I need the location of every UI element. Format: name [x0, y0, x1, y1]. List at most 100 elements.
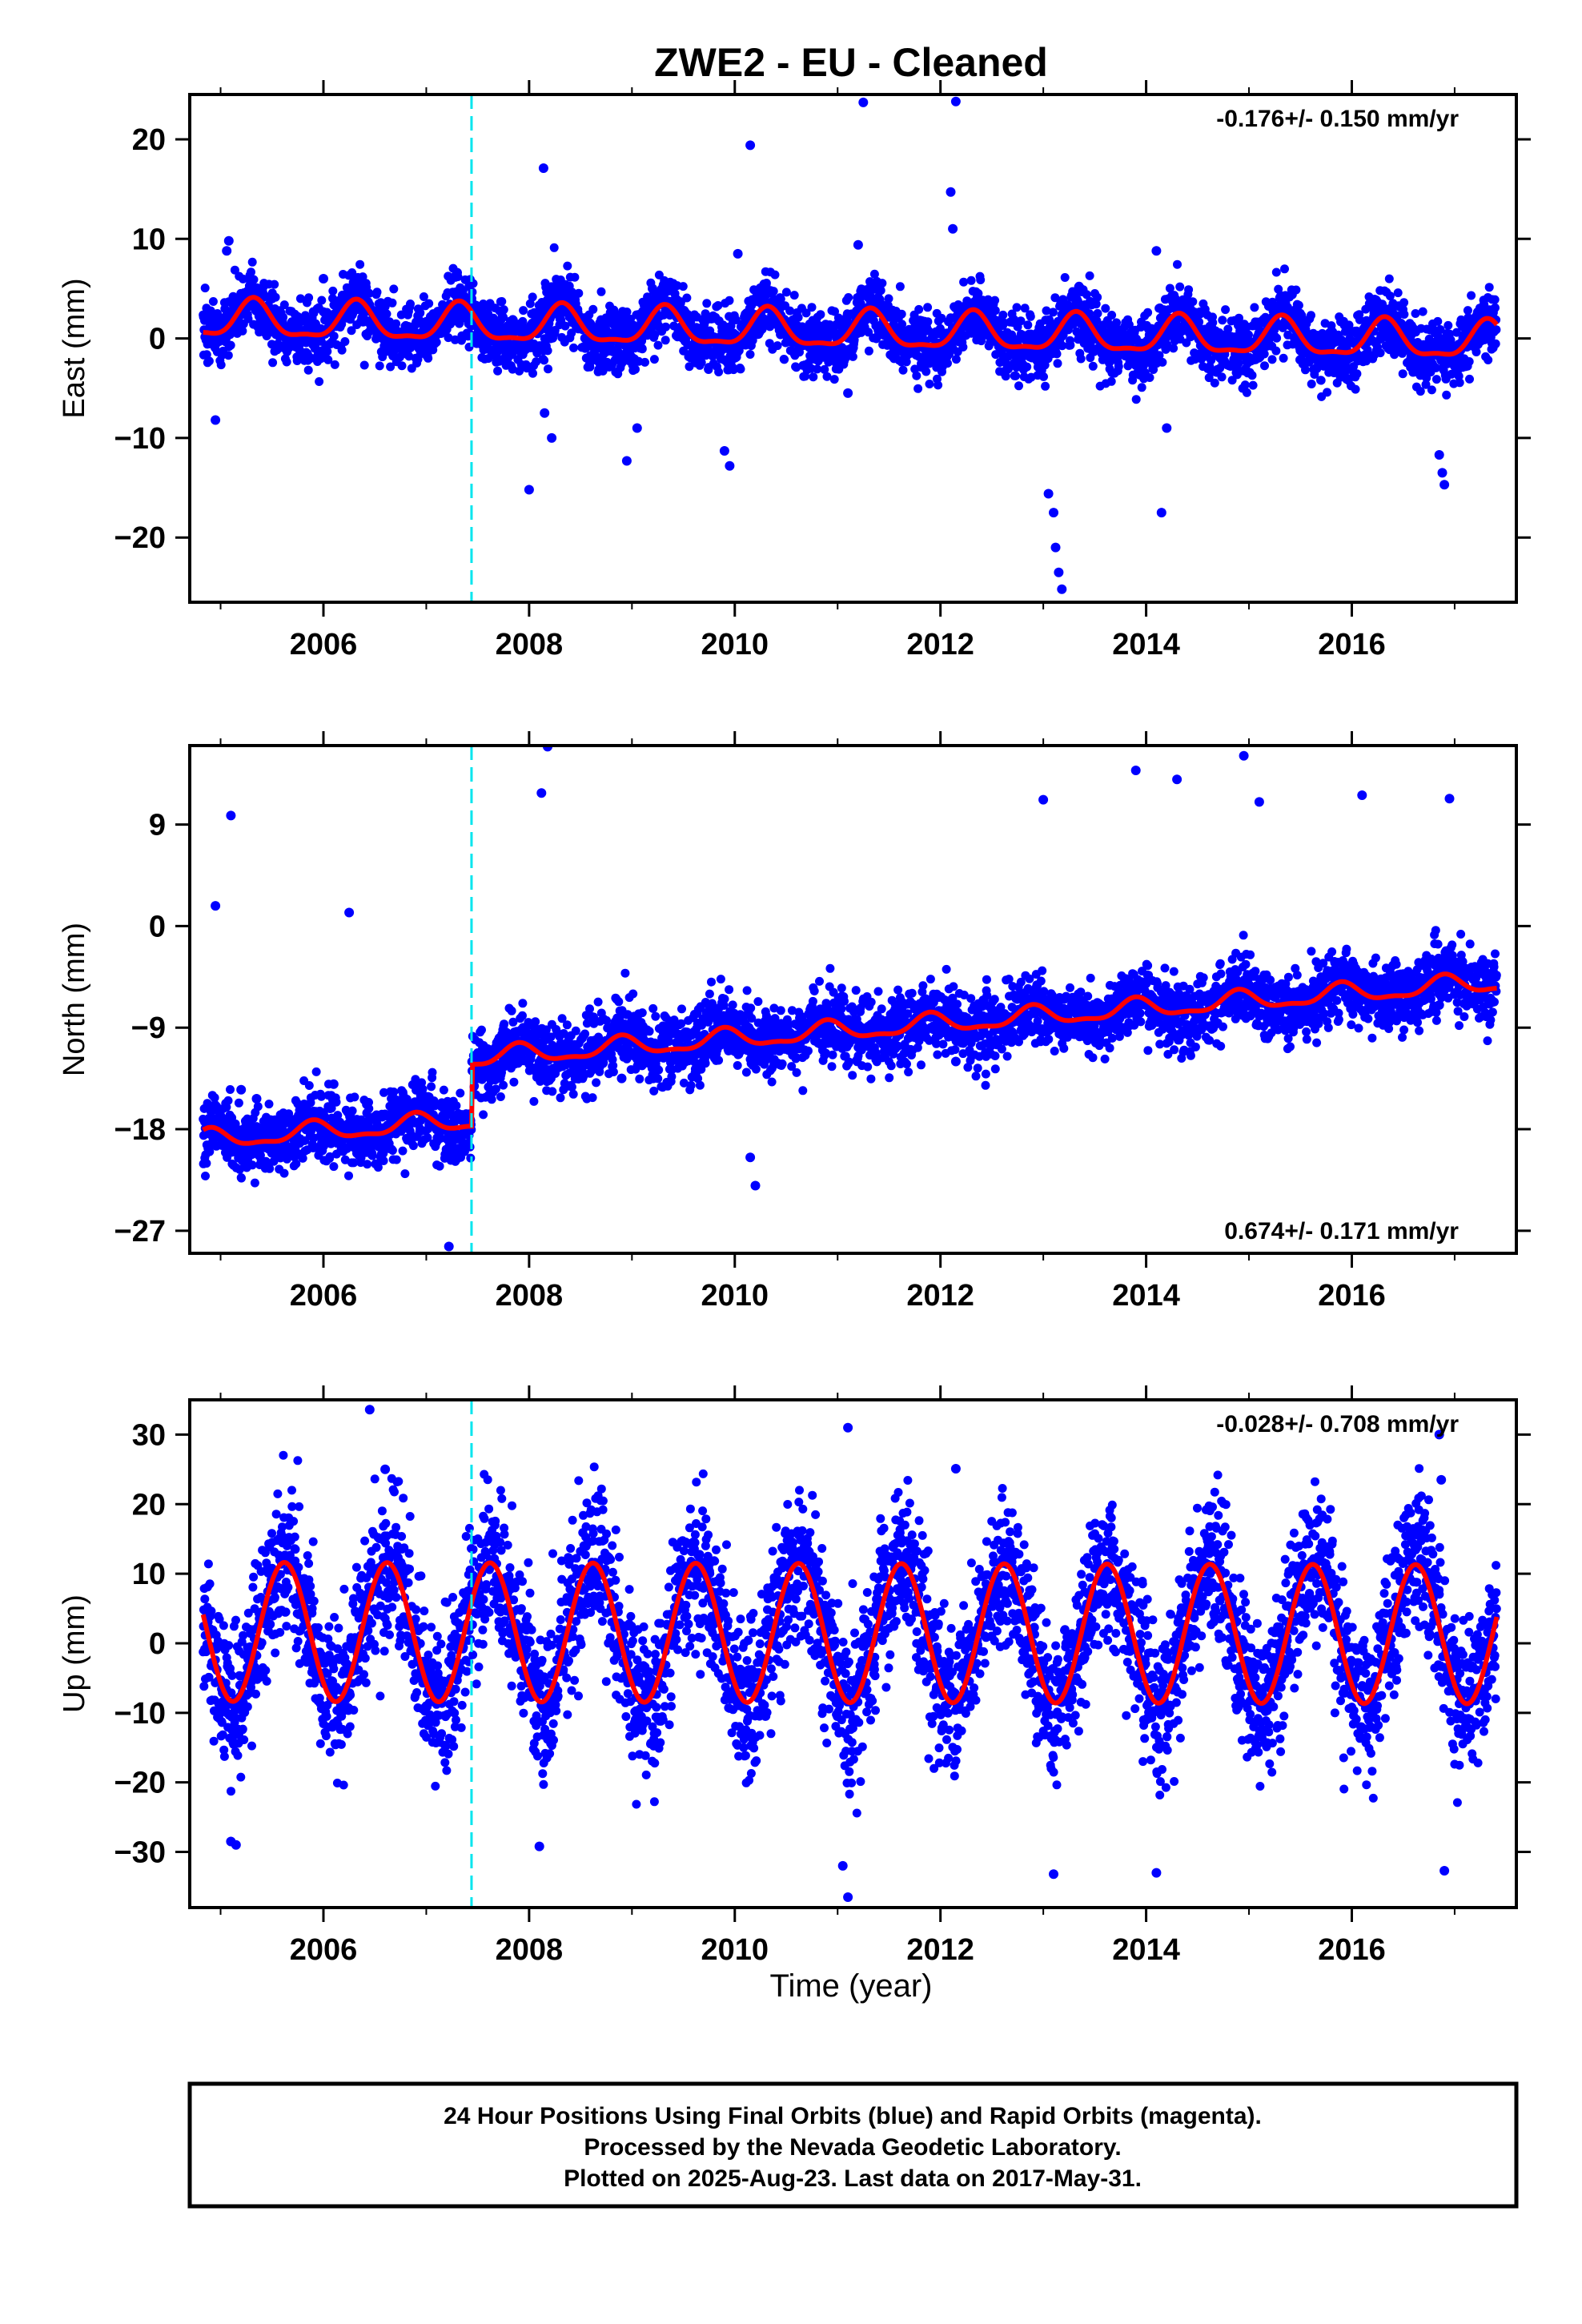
data-point	[761, 279, 771, 287]
data-point	[497, 297, 507, 306]
data-point	[1093, 292, 1102, 302]
data-point	[387, 298, 397, 308]
data-point	[1088, 361, 1098, 371]
outlier-point	[540, 408, 550, 418]
data-point	[522, 364, 532, 373]
data-point	[923, 317, 933, 327]
data-point	[864, 328, 873, 337]
data-point	[1169, 344, 1178, 353]
data-point	[1375, 348, 1385, 358]
data-point	[364, 1104, 374, 1113]
data-point	[977, 336, 986, 346]
data-point	[1454, 372, 1464, 381]
data-point	[560, 321, 570, 331]
data-point	[785, 306, 795, 316]
y-tick-label: 20	[132, 123, 166, 157]
data-point	[1435, 325, 1445, 334]
data-point	[1235, 313, 1243, 323]
data-point	[807, 303, 817, 312]
outlier-point	[538, 163, 548, 173]
data-point	[1418, 307, 1427, 316]
data-point	[1316, 376, 1326, 385]
data-point	[856, 299, 865, 308]
data-point	[661, 336, 670, 345]
data-point	[1053, 359, 1062, 368]
data-point	[921, 367, 931, 376]
data-point	[1093, 308, 1102, 318]
data-point	[1431, 363, 1441, 372]
data-point	[379, 1156, 388, 1165]
data-point	[959, 277, 969, 287]
outlier-point	[719, 446, 729, 456]
outlier-point	[524, 485, 534, 495]
data-point	[1242, 388, 1251, 397]
data-point	[247, 267, 255, 277]
data-point	[1272, 333, 1282, 343]
data-point	[337, 345, 347, 355]
outlier-point	[1437, 468, 1447, 478]
data-point	[305, 354, 315, 364]
data-point	[822, 372, 832, 381]
data-point	[829, 375, 839, 384]
data-point	[416, 308, 425, 317]
data-point	[499, 312, 508, 322]
data-point	[682, 293, 692, 303]
data-point	[316, 1092, 326, 1101]
data-point	[304, 293, 314, 303]
y-tick-label: 0	[149, 323, 166, 356]
x-tick-label: 2010	[701, 628, 769, 661]
outlier-point	[452, 267, 462, 278]
data-point	[570, 272, 580, 282]
data-point	[1107, 311, 1117, 320]
data-point	[1154, 351, 1164, 360]
data-point	[298, 1153, 307, 1163]
outlier-point	[843, 388, 853, 398]
data-point	[331, 1097, 341, 1107]
data-point	[238, 326, 247, 336]
data-point	[897, 309, 906, 319]
data-point	[650, 330, 660, 340]
data-point	[344, 1171, 353, 1180]
north-panel: 2006 2008 2010 2012 2014 2016−27−18−909 North…	[58, 731, 1531, 1313]
data-point	[1465, 374, 1474, 384]
data-point	[264, 1100, 274, 1109]
outlier-point	[1043, 489, 1054, 499]
data-point	[1492, 325, 1501, 335]
data-point	[1307, 311, 1315, 320]
outlier-point	[648, 283, 657, 294]
data-point	[1042, 306, 1051, 316]
data-point	[375, 361, 384, 371]
outlier-point	[853, 239, 863, 250]
data-point	[588, 304, 598, 314]
outlier-point	[1049, 508, 1058, 518]
data-point	[1058, 341, 1067, 351]
data-point	[1411, 309, 1420, 318]
data-point	[734, 346, 744, 356]
data-point	[1427, 385, 1436, 395]
data-point	[789, 291, 799, 300]
data-point	[206, 306, 215, 316]
data-point	[311, 1067, 321, 1076]
data-point	[230, 265, 239, 275]
data-point	[976, 275, 986, 284]
data-point	[1026, 312, 1035, 321]
data-point	[974, 289, 983, 298]
data-point	[780, 355, 789, 364]
data-point	[1399, 310, 1409, 319]
data-point	[760, 314, 769, 324]
data-point	[340, 337, 350, 346]
data-point	[1012, 303, 1022, 312]
data-point	[358, 272, 367, 282]
data-point	[283, 1154, 291, 1164]
data-point	[1491, 339, 1500, 348]
data-point	[1259, 349, 1269, 359]
data-point	[1271, 346, 1281, 356]
data-point	[1158, 357, 1167, 367]
data-point	[1467, 291, 1476, 300]
data-point	[528, 292, 537, 302]
data-point	[372, 1120, 382, 1130]
data-point	[958, 342, 968, 352]
data-point	[1260, 361, 1269, 371]
data-point	[877, 279, 887, 288]
